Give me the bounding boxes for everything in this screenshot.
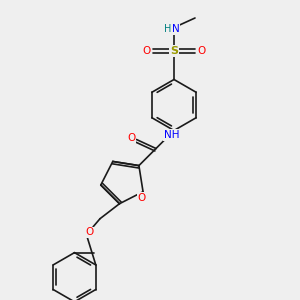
Text: O: O [137,193,146,203]
Text: N: N [172,24,179,34]
Text: S: S [170,46,178,56]
Text: O: O [85,227,94,237]
Text: O: O [143,46,151,56]
Text: NH: NH [164,130,179,140]
Text: H: H [164,24,171,34]
Text: O: O [127,133,135,143]
Text: O: O [197,46,205,56]
